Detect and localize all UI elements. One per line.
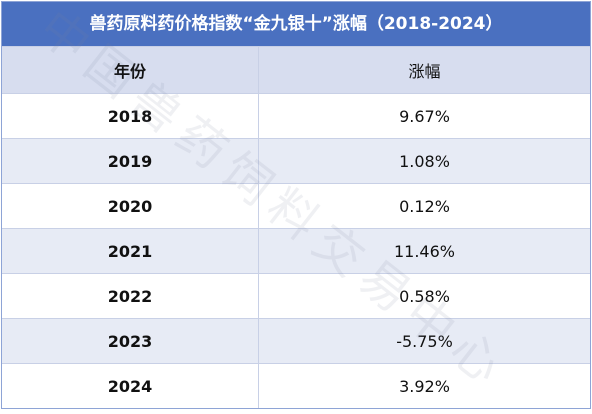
- change-cell: 0.12%: [258, 183, 590, 229]
- change-cell: 1.08%: [258, 138, 590, 184]
- year-cell: 2019: [2, 138, 259, 184]
- table: 年份 涨幅 2018 9.67% 2019 1.08% 2020 0.12% 2021 11.46…: [2, 46, 590, 408]
- table-row: 2021 11.46%: [2, 228, 590, 274]
- change-cell: 11.46%: [258, 228, 590, 274]
- change-cell: -5.75%: [258, 318, 590, 364]
- year-cell: 2020: [2, 183, 259, 229]
- header-row: 年份 涨幅: [2, 46, 590, 94]
- column-header: 涨幅: [258, 46, 590, 94]
- table-row: 2024 3.92%: [2, 363, 590, 408]
- table-row: 2019 1.08%: [2, 138, 590, 184]
- year-cell: 2024: [2, 363, 259, 408]
- table-row: 2022 0.58%: [2, 273, 590, 319]
- change-cell: 9.67%: [258, 93, 590, 139]
- table-row: 2020 0.12%: [2, 183, 590, 229]
- change-cell: 0.58%: [258, 273, 590, 319]
- year-cell: 2022: [2, 273, 259, 319]
- table-row: 2018 9.67%: [2, 93, 590, 139]
- year-cell: 2018: [2, 93, 259, 139]
- table-title: 兽药原料药价格指数“金九银十”涨幅（2018-2024）: [2, 2, 590, 46]
- table-row: 2023 -5.75%: [2, 318, 590, 364]
- year-cell: 2023: [2, 318, 259, 364]
- change-cell: 3.92%: [258, 363, 590, 408]
- year-cell: 2021: [2, 228, 259, 274]
- column-header: 年份: [2, 46, 259, 94]
